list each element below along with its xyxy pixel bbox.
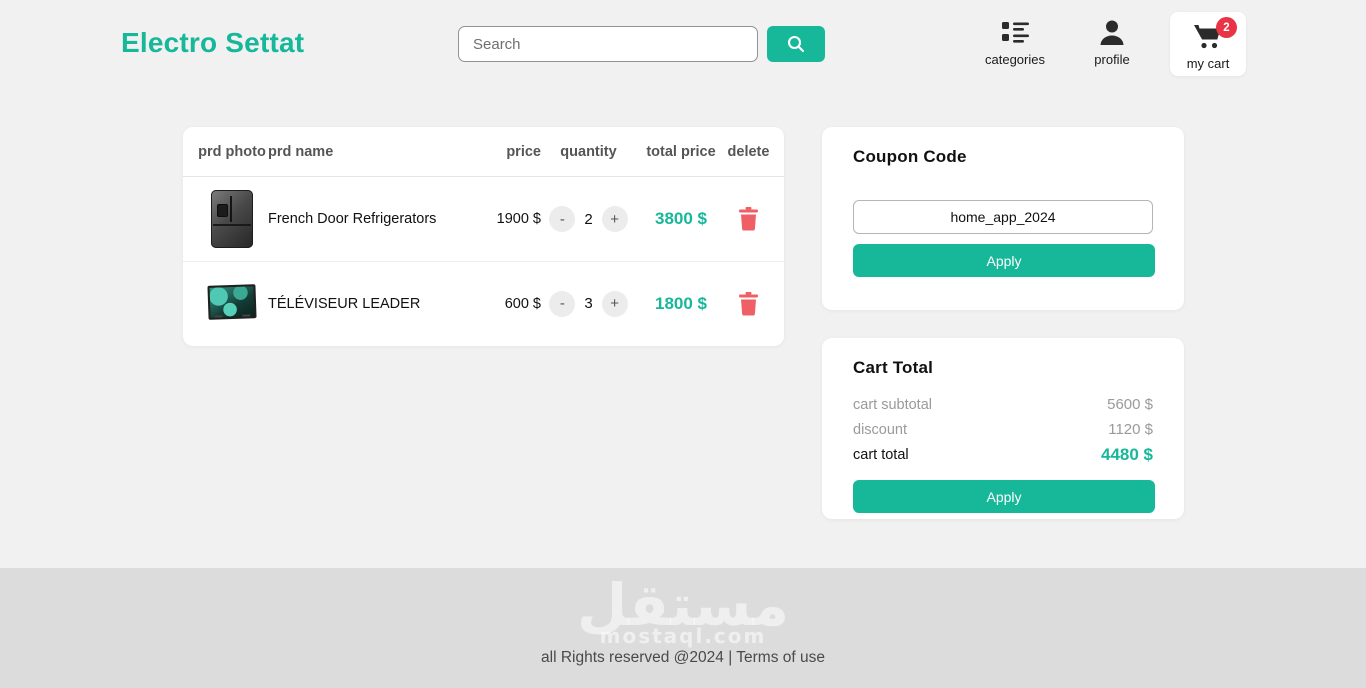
cart-total-panel: Cart Total cart subtotal 5600 $ discount… bbox=[822, 338, 1184, 519]
copyright-text: all Rights reserved @2024 | bbox=[541, 649, 733, 666]
terms-of-use-link[interactable]: Terms of use bbox=[736, 649, 825, 666]
nav-label-categories: categories bbox=[985, 52, 1045, 67]
person-icon bbox=[1085, 16, 1139, 46]
nav-item-my-cart[interactable]: my cart 2 bbox=[1170, 12, 1246, 76]
delete-item-button[interactable] bbox=[736, 205, 761, 233]
cart-subtotal-label: cart subtotal bbox=[853, 396, 932, 413]
search-button[interactable] bbox=[767, 26, 825, 62]
discount-value: 1120 $ bbox=[1108, 421, 1153, 438]
table-header-row: prd photo prd name price quantity total … bbox=[183, 127, 784, 177]
watermark-latin-text: mostaql.com bbox=[599, 624, 767, 648]
watermark-arabic-text: مستقل bbox=[576, 571, 790, 639]
cart-total-apply-button[interactable]: Apply bbox=[853, 480, 1155, 513]
coupon-code-panel: Coupon Code Apply bbox=[822, 127, 1184, 310]
nav-label-my-cart: my cart bbox=[1186, 56, 1230, 71]
delete-item-button[interactable] bbox=[736, 290, 761, 318]
discount-row: discount 1120 $ bbox=[853, 417, 1153, 442]
footer: مستقل mostaql.com all Rights reserved @2… bbox=[0, 568, 1366, 688]
discount-label: discount bbox=[853, 421, 908, 438]
product-price: 1900 $ bbox=[496, 211, 541, 227]
column-header-delete: delete bbox=[727, 143, 770, 160]
brand-logo[interactable]: Electro Settat bbox=[121, 27, 305, 58]
product-total-price: 1800 $ bbox=[655, 293, 707, 313]
nav-item-categories[interactable]: categories bbox=[980, 16, 1050, 67]
nav-item-profile[interactable]: profile bbox=[1085, 16, 1139, 67]
quantity-decrease-button[interactable]: - bbox=[549, 290, 576, 317]
search-input[interactable] bbox=[458, 26, 758, 62]
coupon-panel-title: Coupon Code bbox=[853, 147, 967, 166]
cart-total-panel-title: Cart Total bbox=[853, 358, 934, 377]
trash-icon bbox=[738, 291, 759, 316]
table-row: French Door Refrigerators 1900 $ - 2 + 3… bbox=[183, 177, 784, 261]
search-icon bbox=[785, 33, 807, 55]
table-row: TÉLÉVISEUR LEADER 600 $ - 3 + 1800 $ bbox=[183, 261, 784, 345]
cart-total-row: cart total 4480 $ bbox=[853, 442, 1153, 467]
column-header-total-price: total price bbox=[646, 143, 716, 160]
cart-total-value: 4480 $ bbox=[1101, 444, 1153, 464]
product-name: French Door Refrigerators bbox=[268, 211, 437, 227]
quantity-increase-button[interactable]: + bbox=[601, 206, 628, 232]
quantity-increase-button[interactable]: + bbox=[601, 290, 628, 317]
quantity-value: 2 bbox=[584, 210, 593, 228]
product-price: 600 $ bbox=[504, 295, 541, 312]
cart-total-label: cart total bbox=[853, 446, 909, 463]
quantity-value: 3 bbox=[584, 295, 593, 312]
site-watermark: مستقل mostaql.com bbox=[0, 576, 1366, 648]
product-photo-television bbox=[207, 283, 257, 320]
coupon-apply-button[interactable]: Apply bbox=[853, 244, 1155, 277]
cart-subtotal-row: cart subtotal 5600 $ bbox=[853, 392, 1153, 417]
trash-icon bbox=[738, 207, 759, 231]
column-header-photo: prd photo bbox=[198, 143, 266, 160]
column-header-name: prd name bbox=[268, 143, 334, 160]
column-header-price: price bbox=[506, 143, 541, 160]
product-total-price: 3800 $ bbox=[655, 209, 707, 228]
product-name: TÉLÉVISEUR LEADER bbox=[268, 295, 421, 312]
cart-items-table: prd photo prd name price quantity total … bbox=[183, 127, 784, 346]
product-photo-refrigerator bbox=[211, 190, 253, 248]
cart-count-badge: 2 bbox=[1216, 17, 1237, 38]
nav-label-profile: profile bbox=[1094, 52, 1130, 67]
categories-list-icon bbox=[980, 16, 1050, 46]
cart-subtotal-value: 5600 $ bbox=[1107, 396, 1153, 413]
shopping-cart-icon bbox=[1170, 20, 1246, 50]
column-header-quantity: quantity bbox=[560, 143, 617, 160]
coupon-code-input[interactable] bbox=[853, 200, 1153, 234]
quantity-decrease-button[interactable]: - bbox=[549, 206, 576, 232]
